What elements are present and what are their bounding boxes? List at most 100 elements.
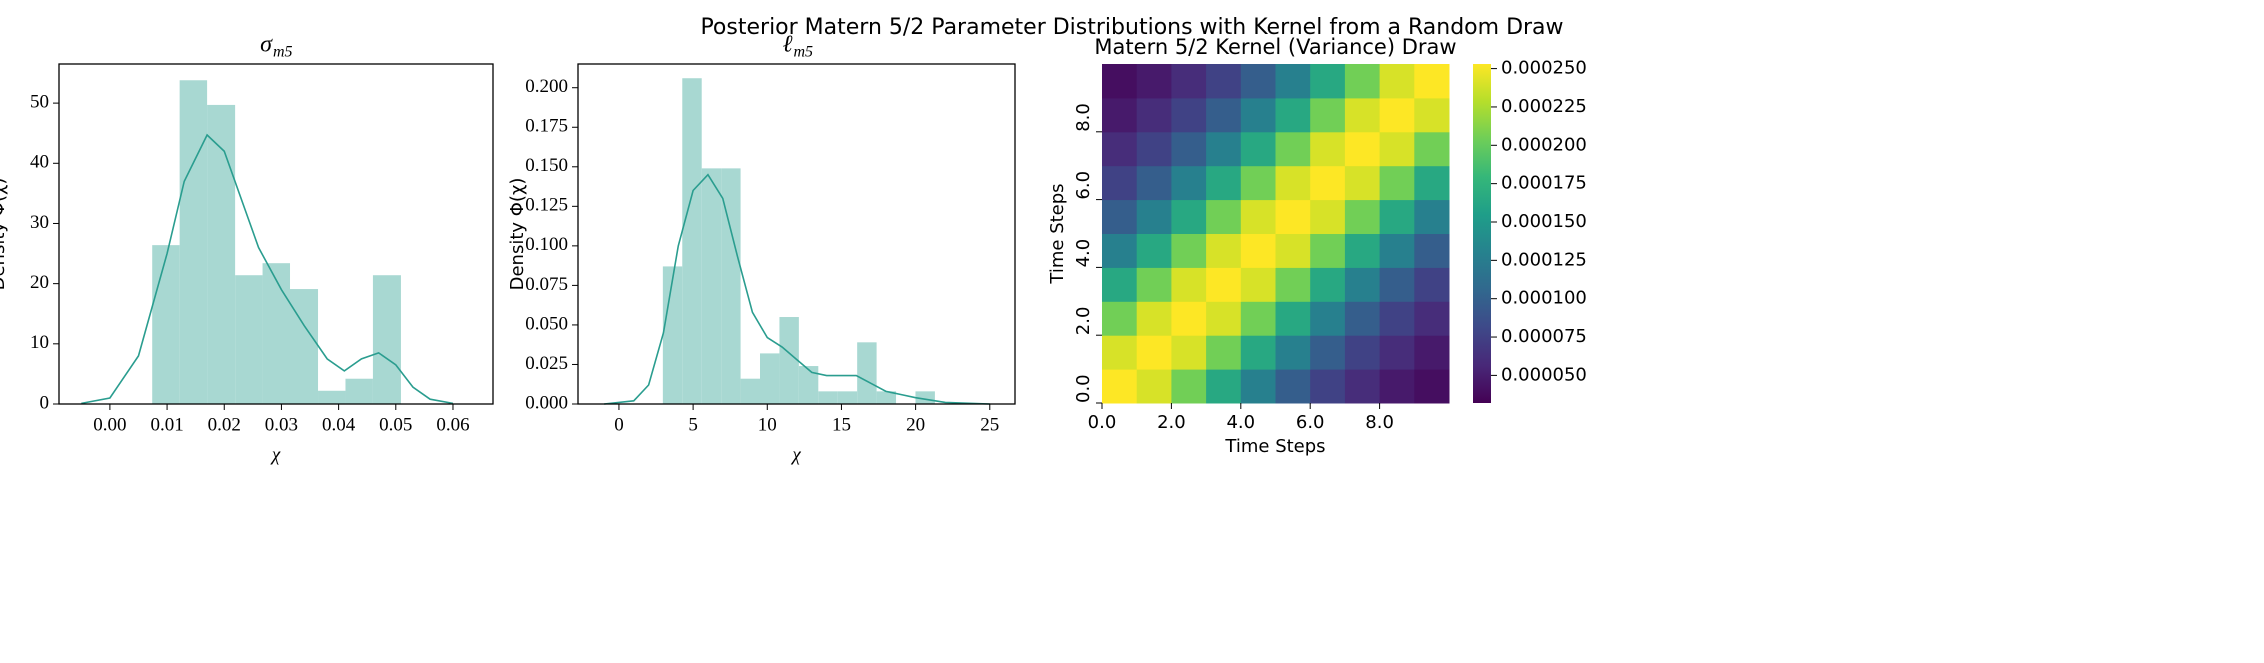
- heatmap-cell: [1310, 97, 1346, 133]
- heatmap-cell: [1310, 267, 1346, 302]
- bar: [345, 378, 373, 404]
- y-tick-label: 0.0: [1073, 374, 1094, 403]
- heatmap-cell: [1240, 335, 1276, 370]
- heatmap-cell: [1206, 165, 1242, 201]
- y-axis-label: Density Φ(χ): [0, 178, 9, 291]
- heatmap-cell: [1414, 131, 1450, 167]
- heatmap-cell: [1379, 165, 1415, 201]
- y-tick-label: 30: [30, 212, 49, 233]
- heatmap-cell: [1102, 199, 1138, 234]
- heatmap-cell: [1136, 97, 1172, 133]
- y-tick-label: 20: [30, 272, 49, 293]
- x-tick-label: 15: [832, 414, 851, 435]
- heatmap-cell: [1102, 233, 1138, 268]
- heatmap-cell: [1240, 131, 1276, 167]
- axes-title: ℓ: [783, 32, 793, 58]
- bar: [179, 80, 208, 404]
- heatmap-cell: [1136, 369, 1172, 404]
- heatmap-cell: [1171, 131, 1207, 167]
- heatmap-cell: [1206, 199, 1242, 234]
- y-tick-label: 0.025: [525, 353, 568, 374]
- heatmap-cell: [1414, 233, 1450, 268]
- heatmap-cell: [1136, 64, 1172, 99]
- bar: [721, 168, 741, 404]
- bar: [262, 263, 291, 404]
- bar: [760, 353, 780, 404]
- bar: [662, 266, 683, 404]
- colorbar-tick-label: 0.000225: [1501, 96, 1587, 117]
- heatmap-cell: [1414, 165, 1450, 201]
- heatmap-cell: [1102, 335, 1138, 370]
- heatmap-cell: [1102, 97, 1138, 133]
- axes-title: σ: [260, 32, 273, 58]
- heatmap-cell: [1136, 199, 1172, 234]
- heatmap-cell: [1136, 131, 1172, 167]
- x-tick-label: 0.03: [265, 414, 298, 435]
- colorbar-tick-label: 0.000200: [1501, 134, 1587, 155]
- heatmap-cell: [1275, 97, 1311, 133]
- heatmap-cell: [1344, 233, 1381, 268]
- bar: [152, 245, 180, 404]
- bar: [798, 366, 819, 404]
- heatmap-cell: [1275, 233, 1311, 268]
- heatmap-cell: [1240, 64, 1276, 99]
- heatmap-cell: [1379, 131, 1415, 167]
- heatmap-cell: [1171, 97, 1207, 133]
- x-tick-label: 0.0: [1088, 412, 1117, 433]
- heatmap-cell: [1136, 233, 1172, 268]
- heatmap-cell: [1102, 131, 1138, 167]
- colorbar-tick-label: 0.000175: [1501, 173, 1587, 194]
- x-tick-label: 0: [614, 414, 624, 435]
- figure-title: Posterior Matern 5/2 Parameter Distribut…: [700, 15, 1563, 40]
- heatmap-cell: [1379, 335, 1415, 370]
- heatmap-cell: [1414, 97, 1450, 133]
- heatmap-cell: [1310, 335, 1346, 370]
- y-tick-label: 40: [30, 152, 49, 173]
- heatmap-cell: [1344, 64, 1381, 99]
- heatmap-cell: [1379, 199, 1415, 234]
- kde-line: [81, 133, 454, 405]
- y-tick-label: 0.075: [525, 274, 568, 295]
- heatmap-cell: [1310, 165, 1346, 201]
- kde-line: [604, 173, 990, 405]
- x-tick-label: 4.0: [1226, 412, 1255, 433]
- heatmap-cell: [1310, 301, 1346, 336]
- heatmap-cell: [1102, 301, 1138, 336]
- x-tick-label: 0.02: [208, 414, 241, 435]
- x-tick-label: 20: [906, 414, 925, 435]
- y-tick-label: 8.0: [1073, 103, 1094, 132]
- heatmap-cell: [1344, 131, 1381, 167]
- x-tick-label: 0.01: [150, 414, 183, 435]
- x-axis-label: χ: [790, 444, 801, 465]
- bar: [915, 391, 935, 404]
- y-tick-label: 2.0: [1073, 307, 1094, 336]
- y-tick-label: 0: [40, 392, 50, 413]
- heatmap-cell: [1344, 97, 1381, 133]
- heatmap-cell: [1379, 64, 1415, 99]
- heatmap-cell: [1102, 64, 1138, 99]
- y-tick-label: 10: [30, 332, 49, 353]
- heatmap-cell: [1275, 267, 1311, 302]
- axes-title-subscript: m5: [794, 44, 814, 61]
- colorbar-tick-label: 0.000050: [1501, 364, 1587, 385]
- heatmap-cell: [1414, 369, 1450, 404]
- heatmap-cell: [1275, 369, 1311, 404]
- heatmap-cell: [1171, 199, 1207, 234]
- y-tick-label: 50: [30, 91, 49, 112]
- heatmap-cell: [1379, 97, 1415, 133]
- heatmap-cell: [1275, 64, 1311, 99]
- x-tick-label: 10: [758, 414, 777, 435]
- x-tick-label: 0.04: [322, 414, 356, 435]
- x-tick-label: 25: [980, 414, 999, 435]
- heatmap-cell: [1171, 64, 1207, 99]
- y-axis-label: Time Steps: [1047, 183, 1068, 284]
- heatmap-cell: [1275, 301, 1311, 336]
- bar: [682, 78, 702, 405]
- bar: [235, 275, 263, 404]
- heatmap-cell: [1136, 165, 1172, 201]
- y-tick-label: 0.125: [525, 195, 568, 216]
- heatmap-cell: [1275, 165, 1311, 201]
- bar: [318, 390, 346, 404]
- heatmap-cell: [1206, 301, 1242, 336]
